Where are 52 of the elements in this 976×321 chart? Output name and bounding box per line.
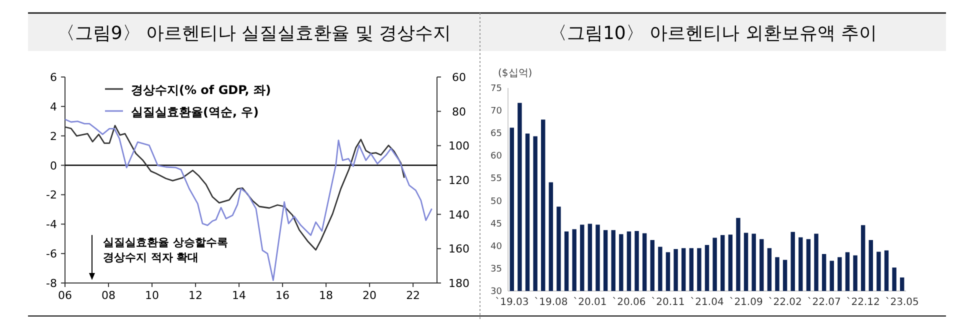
y-tick-label: -6 — [46, 248, 57, 261]
chart-title: 〈그림9〉 아르헨티나 실질실효환율 및 경상수지 — [56, 23, 452, 44]
y-tick-label: 4 — [50, 100, 57, 114]
x-tick-label: 20 — [362, 289, 377, 302]
y-tick-label: -2 — [46, 188, 57, 202]
x-tick-label: `20.11 — [651, 297, 685, 308]
x-tick-label: 14 — [232, 289, 246, 302]
y2-tick-label: 60 — [452, 71, 466, 84]
x-tick-label: `19.03 — [495, 297, 529, 308]
y2-tick-label: 80 — [452, 105, 466, 118]
x-tick-label: `22.02 — [768, 297, 802, 308]
legend-label: 실질실효환율(역순, 우) — [131, 105, 259, 119]
x-tick-label: `21.09 — [729, 297, 763, 308]
y2-tick-label: 140 — [448, 208, 470, 222]
y-tick-label: 60 — [490, 152, 502, 162]
x-tick-label: `23.05 — [885, 297, 919, 308]
x-tick-label: `20.01 — [573, 297, 607, 308]
x-tick-label: 22 — [406, 289, 420, 302]
y-axis-title: ($십억) — [498, 68, 532, 79]
y2-tick-label: 160 — [448, 242, 470, 256]
y-tick-label: 70 — [490, 106, 502, 117]
x-tick-label: `19.08 — [534, 297, 568, 308]
y-tick-label: 35 — [490, 264, 502, 274]
x-tick-label: 16 — [276, 289, 290, 302]
y-tick-label: 55 — [490, 174, 502, 184]
y-tick-label: 6 — [50, 71, 57, 84]
y2-tick-label: 180 — [448, 277, 470, 290]
x-tick-label: `20.06 — [612, 297, 646, 308]
y-tick-label: 65 — [490, 129, 502, 140]
y-tick-label: 50 — [490, 196, 502, 207]
x-tick-label: 06 — [58, 289, 72, 302]
legend-label: 경상수지(% of GDP, 좌) — [131, 83, 271, 97]
y-tick-label: 45 — [490, 219, 502, 230]
y-tick-label: 0 — [50, 159, 57, 172]
y2-tick-label: 120 — [448, 174, 470, 187]
annotation: 실질실효환율 상승할수록 — [103, 236, 228, 249]
annotation: 경상수지 적자 확대 — [103, 251, 199, 264]
x-tick-label: `22.07 — [807, 297, 841, 308]
x-tick-label: `21.04 — [690, 297, 724, 308]
y-tick-label: -8 — [46, 277, 57, 290]
x-tick-label: `22.12 — [846, 297, 880, 308]
chart-title: 〈그림10〉 아르헨티나 외환보유액 추이 — [548, 23, 878, 44]
y-tick-label: 75 — [490, 84, 502, 94]
y-tick-label: -4 — [46, 218, 57, 232]
y-tick-label: 30 — [490, 287, 502, 297]
x-tick-label: 10 — [145, 289, 160, 302]
y2-tick-label: 100 — [448, 140, 470, 153]
y-tick-label: 40 — [490, 242, 502, 252]
x-tick-label: 08 — [102, 289, 116, 302]
x-tick-label: 12 — [188, 289, 203, 302]
y-tick-label: 2 — [50, 130, 57, 143]
x-tick-label: 18 — [319, 289, 334, 302]
